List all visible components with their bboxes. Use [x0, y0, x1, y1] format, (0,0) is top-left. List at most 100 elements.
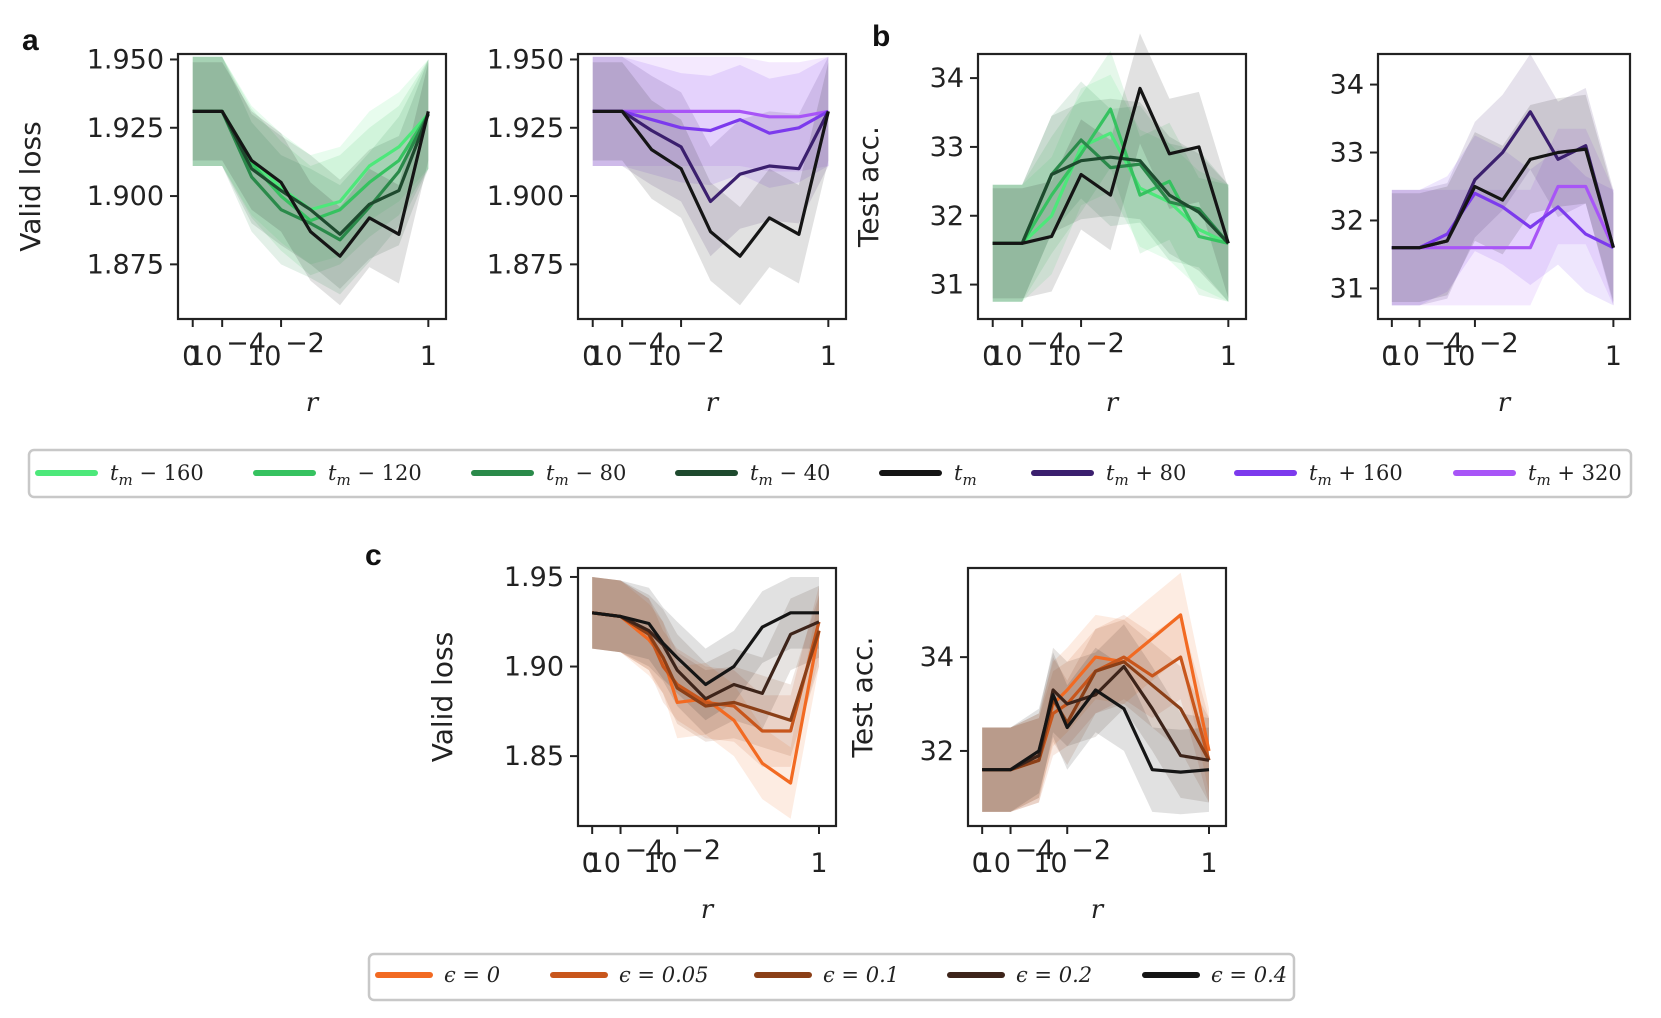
y-tick-label: 31 [1330, 273, 1364, 304]
x-tick-label-1e-4: 10 [588, 341, 622, 372]
x-tick-label-1: 1 [820, 341, 837, 372]
x-tick-label-1: 1 [420, 341, 437, 372]
y-axis-label: Valid loss [426, 632, 459, 762]
y-tick-label: 1.85 [504, 741, 564, 772]
series-line-tm [192, 109, 430, 258]
panel-label-c: c [365, 539, 382, 572]
series-line-eps=0.1 [982, 660, 1211, 772]
x-tick-label-1: 1 [1200, 848, 1217, 879]
legend-entry: tm − 120 [328, 461, 422, 489]
plot-frame [966, 566, 1228, 828]
x-tick-label-0: 0 [1381, 341, 1398, 372]
band-tm-160 [192, 56, 429, 265]
x-tick-exp-1e-2: −2 [1479, 328, 1519, 359]
x-tick-label-1: 1 [810, 848, 827, 879]
series-line-tm [592, 109, 830, 258]
x-tick-label-1e-4: 10 [977, 848, 1011, 879]
x-tick-label-1e-2: 10 [643, 848, 677, 879]
plot-frame [176, 52, 448, 321]
x-tick-label-0: 0 [982, 341, 999, 372]
band-tm+320 [1391, 128, 1614, 306]
x-tick-exp-1e-2: −2 [681, 835, 721, 866]
y-tick-label: 1.925 [87, 113, 164, 144]
y-tick-label: 1.950 [87, 44, 164, 75]
x-tick-exp-1e-4: −4 [626, 328, 666, 359]
y-tick-label: 32 [920, 736, 954, 767]
legend-entry: tm + 320 [1528, 461, 1622, 489]
plot-frame [976, 52, 1248, 321]
legend-top-frame [27, 448, 1633, 499]
series-line-eps=0.1 [591, 611, 821, 722]
band-tm [192, 62, 429, 306]
x-tick-exp-1e-4: −4 [625, 835, 665, 866]
y-axis-label: Valid loss [14, 121, 47, 251]
x-axis-label: r [1091, 895, 1105, 925]
x-tick-exp-1e-4: −4 [1424, 328, 1464, 359]
plot-frame [576, 566, 838, 828]
band-eps=0.4 [592, 577, 819, 721]
legend-entry: ϵ = 0.4 [1211, 963, 1287, 987]
legend-entry: tm − 160 [110, 461, 204, 489]
band-eps=0.2 [982, 624, 1209, 812]
band-eps=0.05 [982, 614, 1209, 812]
legend-entry: tm − 80 [546, 461, 626, 489]
legend-entry: ϵ = 0 [444, 963, 500, 987]
x-tick-exp-1e-2: −2 [685, 328, 725, 359]
y-tick-label: 33 [930, 132, 964, 163]
x-axis-label: r [1498, 388, 1512, 418]
y-tick-label: 33 [1330, 138, 1364, 169]
series-line-tm [1391, 147, 1615, 250]
x-tick-label-1e-4: 10 [188, 341, 222, 372]
x-tick-label-1e-2: 10 [1033, 848, 1067, 879]
x-axis-label: r [701, 895, 715, 925]
legend-bottom: ϵ = 0 ϵ = 0.05 ϵ = 0.1 ϵ = 0.2 ϵ = 0.4 [367, 952, 1296, 1002]
series-line-tm+160 [592, 109, 830, 135]
x-tick-label-1e-2: 10 [247, 341, 281, 372]
band-tm+320 [592, 56, 829, 172]
plot-frame [1376, 52, 1632, 321]
band-eps=0.2 [592, 577, 819, 735]
x-tick-exp-1e-2: −2 [1085, 328, 1125, 359]
series-line-eps=0.4 [591, 611, 819, 687]
y-tick-label: 1.900 [487, 181, 564, 212]
series-line-tm+80 [592, 109, 830, 204]
x-tick-exp-1e-2: −2 [1071, 835, 1111, 866]
y-tick-label: 34 [920, 642, 954, 673]
band-tm-40 [192, 56, 429, 289]
x-axis-label: r [306, 388, 320, 418]
band-eps=0.1 [982, 619, 1209, 812]
y-tick-label: 1.925 [487, 113, 564, 144]
y-tick-label: 34 [930, 63, 964, 94]
legend-bottom-frame [367, 952, 1296, 1002]
band-tm-160 [992, 74, 1229, 302]
x-tick-label-0: 0 [582, 341, 599, 372]
band-tm [592, 62, 829, 306]
legend-entry: ϵ = 0.1 [823, 963, 899, 987]
y-axis-label: Test acc. [852, 126, 885, 248]
series-line-tm+320 [1391, 184, 1615, 250]
y-tick-label: 34 [1330, 70, 1364, 101]
y-tick-label: 1.875 [87, 249, 164, 280]
x-tick-label-1e-2: 10 [1047, 341, 1081, 372]
x-tick-label-1e-4: 10 [587, 848, 621, 879]
y-tick-label: 1.900 [87, 181, 164, 212]
series-line-tm [992, 86, 1230, 245]
x-tick-exp-1e-2: −2 [285, 328, 325, 359]
x-tick-label-0: 0 [582, 848, 599, 879]
y-tick-label: 1.875 [487, 249, 564, 280]
x-tick-label-1e-2: 10 [1441, 341, 1475, 372]
series-line-tm-120 [992, 107, 1229, 245]
series-line-tm+320 [592, 109, 829, 119]
x-tick-exp-1e-4: −4 [1026, 328, 1066, 359]
legend-entry: tm − 40 [750, 461, 830, 489]
y-tick-label: 1.950 [487, 44, 564, 75]
band-eps=0.4 [982, 647, 1209, 815]
series-line-eps=0.2 [982, 664, 1210, 772]
series-line-tm+160 [1391, 191, 1615, 250]
legend-entry: ϵ = 0.2 [1016, 963, 1092, 987]
legend-top: tm − 160 tm − 120 tm − 80 tm − 40 tm tm + 80 t… [27, 448, 1633, 499]
